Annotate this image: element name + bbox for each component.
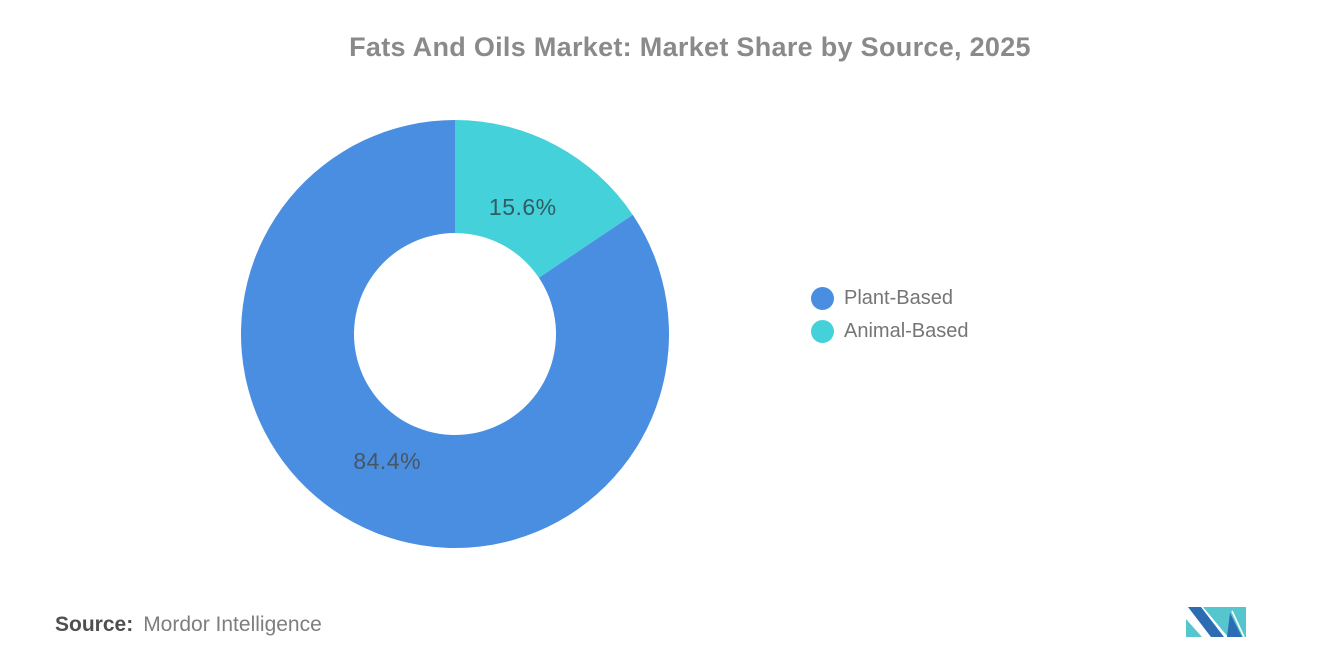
logo-left-teal-triangle	[1186, 619, 1202, 637]
pie-slice-plant-based[interactable]	[240, 120, 669, 548]
logo-blue-triangle	[1227, 613, 1242, 637]
legend-item-animal-based[interactable]: Animal-Based	[811, 320, 969, 343]
legend-marker-plant-based	[811, 287, 834, 310]
legend-item-plant-based[interactable]: Plant-Based	[811, 287, 969, 310]
pie-slice-animal-based[interactable]	[455, 120, 633, 278]
chart-title: Fats And Oils Market: Market Share by So…	[349, 32, 1031, 62]
source-line: Source: Mordor Intelligence	[55, 613, 322, 637]
source-value: Mordor Intelligence	[143, 613, 322, 636]
legend: Plant-Based Animal-Based	[811, 287, 969, 343]
legend-label-plant-based: Plant-Based	[844, 287, 953, 309]
logo-blue-diagonal	[1188, 607, 1224, 637]
donut-chart: 15.6% 84.4%	[240, 120, 669, 548]
source-label: Source:	[55, 613, 134, 636]
legend-marker-animal-based	[811, 320, 834, 343]
slice-label-plant-based: 84.4%	[353, 448, 421, 474]
logo-white-separator	[1231, 610, 1245, 637]
slice-label-animal-based: 15.6%	[489, 194, 557, 220]
mordor-intelligence-logo	[1186, 607, 1246, 637]
legend-label-animal-based: Animal-Based	[844, 320, 969, 342]
